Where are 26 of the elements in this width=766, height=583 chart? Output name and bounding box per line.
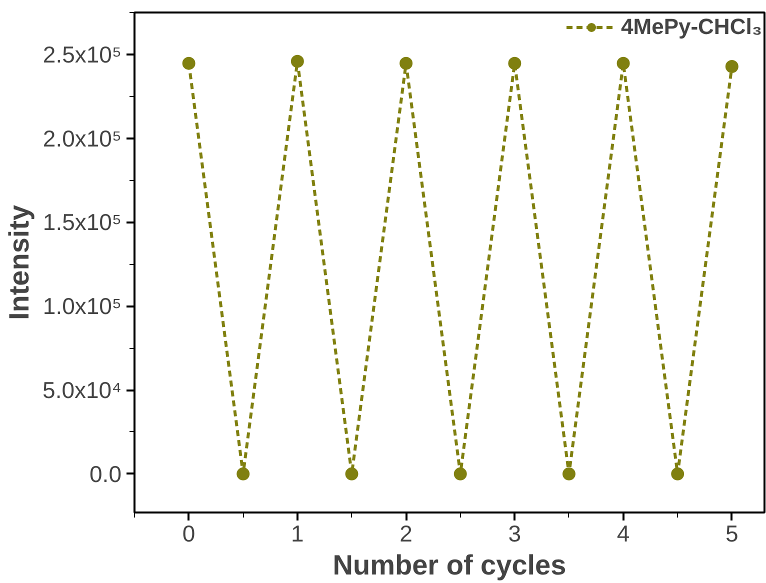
y-tick-label: 0.0 xyxy=(90,460,122,487)
x-tick-label: 3 xyxy=(508,520,522,546)
point xyxy=(671,467,684,480)
y-tick-label: 2.0x10⁵ xyxy=(42,125,122,152)
y-tick-label: 2.5x10⁵ xyxy=(42,41,122,68)
point xyxy=(290,54,304,68)
point xyxy=(236,467,250,480)
point xyxy=(182,56,196,70)
point xyxy=(400,56,413,70)
y-axis-title: Intensity xyxy=(4,204,35,320)
point xyxy=(562,467,576,480)
x-tick-label: 1 xyxy=(291,520,304,546)
legend-label: 4MePy-CHCl₃ xyxy=(621,14,762,40)
point xyxy=(454,467,467,480)
x-tick-label: 0 xyxy=(182,520,196,546)
y-tick-label: 1.5x10⁵ xyxy=(42,209,122,236)
y-tick-label: 5.0x10⁴ xyxy=(42,377,122,404)
point xyxy=(616,56,630,70)
point xyxy=(725,60,738,74)
point xyxy=(508,56,522,70)
y-tick-label: 1.0x10⁵ xyxy=(42,293,122,320)
x-tick-label: 4 xyxy=(616,520,630,546)
x-tick-label: 5 xyxy=(726,520,738,546)
x-axis-title: Number of cycles xyxy=(332,550,566,580)
point xyxy=(345,467,358,480)
x-tick-label: 2 xyxy=(400,520,412,546)
